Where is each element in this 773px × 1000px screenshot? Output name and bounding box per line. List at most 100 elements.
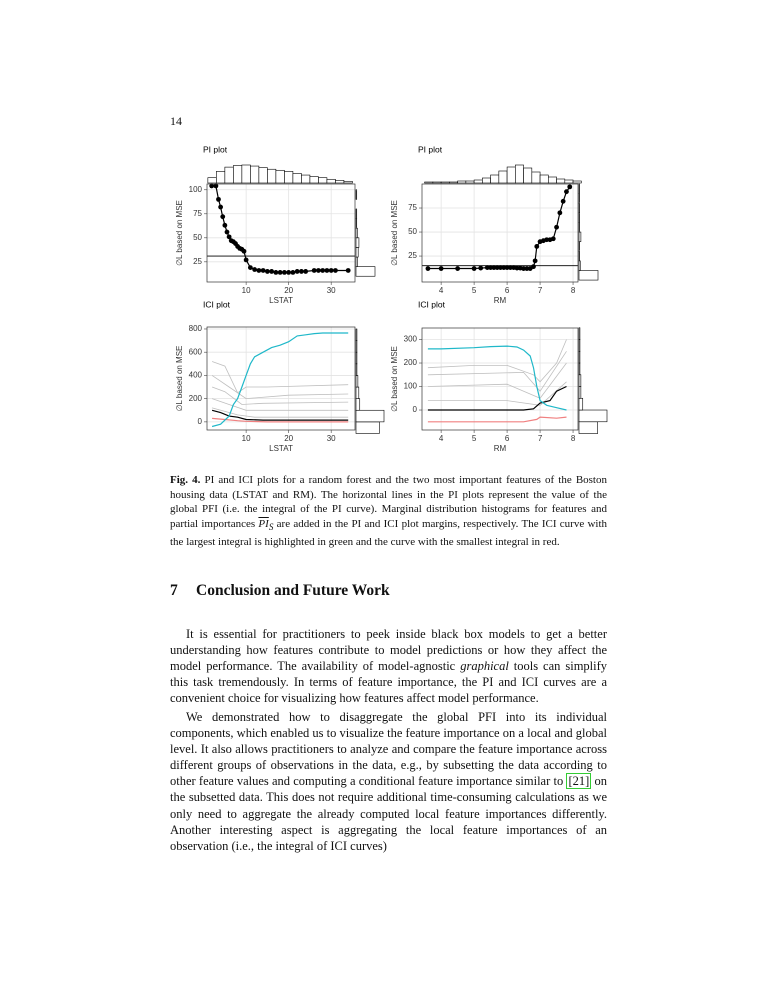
- data-point: [286, 269, 292, 275]
- y-tick-label: 800: [189, 324, 203, 333]
- data-line: [427, 416, 567, 423]
- histogram-bar: [424, 181, 434, 184]
- citation[interactable]: [21]: [566, 773, 592, 790]
- histogram-bar: [275, 169, 285, 184]
- x-tick-label: 20: [284, 434, 293, 443]
- data-point: [209, 183, 215, 189]
- data-point: [311, 268, 317, 273]
- data-point: [455, 266, 461, 271]
- data-point: [498, 265, 503, 270]
- histogram-bar: [241, 164, 251, 184]
- data-point: [264, 269, 270, 274]
- plot-border: [206, 326, 356, 431]
- data-point: [324, 268, 330, 273]
- data-point: [260, 268, 266, 273]
- chart-title: PI plot: [203, 144, 228, 154]
- x-axis-label: LSTAT: [269, 296, 293, 305]
- histogram-bar: [335, 180, 345, 184]
- data-point: [550, 236, 556, 242]
- histogram-bar: [531, 171, 541, 184]
- histogram-bar: [523, 167, 533, 184]
- x-axis-label: RM: [494, 296, 507, 305]
- histogram-bar: [572, 180, 582, 184]
- histogram-bar: [355, 189, 358, 200]
- data-point: [333, 268, 338, 273]
- caption-label: Fig. 4.: [170, 474, 201, 486]
- data-point: [320, 268, 326, 273]
- y-tick-label: 400: [189, 371, 203, 380]
- histogram-bar: [355, 328, 358, 341]
- histogram-bar: [355, 363, 358, 376]
- y-tick-label: 25: [193, 257, 202, 266]
- histogram-bar: [578, 241, 580, 252]
- data-point: [507, 265, 513, 270]
- data-point: [560, 198, 566, 204]
- x-tick-label: 8: [571, 434, 576, 443]
- data-point: [218, 204, 224, 210]
- data-point: [222, 222, 228, 228]
- data-point: [216, 196, 221, 202]
- y-tick-label: 75: [193, 209, 202, 218]
- chart-title: PI plot: [418, 144, 443, 154]
- caption-text: PI and ICI plots for a random forest and…: [170, 474, 607, 530]
- histogram-bar: [578, 250, 580, 262]
- histogram-bar: [457, 180, 467, 184]
- histogram-bar: [578, 270, 599, 281]
- histogram-bar: [233, 165, 243, 184]
- histogram-bar: [578, 362, 581, 376]
- data-point: [557, 210, 563, 216]
- y-axis-label: ∅L based on MSE: [390, 200, 399, 266]
- data-point: [494, 265, 500, 270]
- data-point: [532, 258, 538, 264]
- histogram-bar: [355, 256, 358, 267]
- histogram-bar: [578, 374, 582, 387]
- data-line: [427, 345, 567, 411]
- paragraph: It is essential for practitioners to pee…: [170, 626, 607, 706]
- histogram-bar: [515, 164, 524, 184]
- histogram-bar: [440, 181, 450, 184]
- data-line: [211, 375, 349, 400]
- histogram-bar: [578, 183, 580, 194]
- data-point: [438, 266, 444, 271]
- section-heading: 7 Conclusion and Future Work: [170, 582, 390, 600]
- histogram-bar: [578, 202, 580, 214]
- y-axis-label: ∅L based on MSE: [390, 346, 399, 412]
- histogram-bar: [548, 176, 557, 184]
- histogram-bar: [355, 398, 361, 411]
- x-tick-label: 8: [571, 286, 576, 295]
- y-tick-label: 50: [408, 227, 417, 236]
- plot-panel: [207, 327, 355, 430]
- data-point: [524, 266, 530, 271]
- histogram-bar: [578, 212, 580, 223]
- x-tick-label: 10: [242, 286, 251, 295]
- data-point: [345, 268, 351, 273]
- y-tick-label: 50: [193, 233, 202, 242]
- histogram-bar: [355, 208, 358, 219]
- chart-title: ICI plot: [203, 299, 231, 309]
- data-point: [478, 265, 484, 271]
- text: on the subsetted data. This does not req…: [170, 774, 608, 853]
- data-point: [544, 237, 550, 243]
- data-point: [567, 184, 573, 190]
- y-tick-label: 300: [404, 335, 418, 344]
- data-point: [282, 269, 287, 275]
- data-point: [554, 224, 559, 230]
- y-tick-label: 600: [189, 347, 203, 356]
- histogram-bar: [578, 327, 581, 340]
- histogram-bar: [216, 171, 226, 184]
- histogram-bar: [267, 168, 277, 184]
- histogram-bar: [449, 181, 458, 184]
- data-line: [427, 339, 567, 383]
- y-tick-label: 0: [198, 417, 203, 426]
- data-line: [211, 409, 349, 421]
- chart-title: ICI plot: [418, 299, 446, 309]
- histogram-bar: [355, 409, 385, 423]
- data-point: [504, 265, 510, 270]
- x-tick-label: 7: [538, 286, 543, 295]
- y-tick-label: 200: [404, 358, 418, 367]
- y-tick-label: 200: [189, 394, 203, 403]
- data-line: [212, 417, 349, 423]
- histogram-bar: [564, 179, 574, 184]
- caption-text: are added in the PI and ICI plot margins…: [170, 517, 608, 548]
